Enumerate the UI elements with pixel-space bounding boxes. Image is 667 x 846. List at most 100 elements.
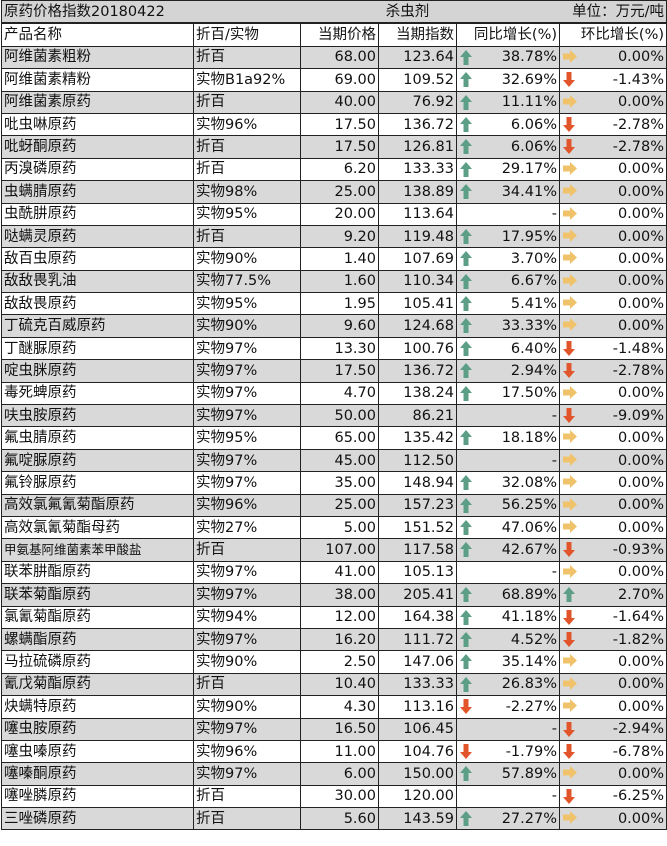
yoy-cell[interactable]: 42.67% xyxy=(456,538,560,562)
header-index[interactable]: 当期指数 xyxy=(378,22,457,47)
price-cell[interactable]: 107.00 xyxy=(300,538,379,562)
product-name[interactable]: 甲氨基阿维菌素苯甲酸盐 xyxy=(1,538,194,562)
product-name[interactable]: 高效氯氟氰菊酯原药 xyxy=(1,493,194,517)
yoy-cell[interactable]: - xyxy=(456,202,560,226)
spec-cell[interactable]: 折百 xyxy=(193,538,301,562)
mom-cell[interactable]: 0.00% xyxy=(558,381,667,406)
mom-cell[interactable]: 0.00% xyxy=(558,695,667,719)
product-name[interactable]: 氟啶脲原药 xyxy=(1,448,194,473)
product-name[interactable]: 马拉硫磷原药 xyxy=(1,650,194,674)
price-cell[interactable]: 4.70 xyxy=(300,381,379,406)
yoy-cell[interactable]: - xyxy=(456,404,560,428)
index-cell[interactable]: 135.42 xyxy=(378,426,457,450)
price-cell[interactable]: 10.40 xyxy=(300,672,379,697)
yoy-cell[interactable]: 17.95% xyxy=(456,224,560,249)
price-cell[interactable]: 25.00 xyxy=(300,180,379,204)
spec-cell[interactable]: 实物97% xyxy=(193,560,301,585)
index-cell[interactable]: 150.00 xyxy=(378,762,457,786)
mom-cell[interactable]: 0.00% xyxy=(558,426,667,450)
mom-cell[interactable]: -1.82% xyxy=(558,627,667,652)
product-name[interactable]: 阿维菌素粗粉 xyxy=(1,45,194,70)
mom-cell[interactable]: 0.00% xyxy=(558,471,667,495)
yoy-cell[interactable]: - xyxy=(456,717,560,741)
mom-cell[interactable]: 0.00% xyxy=(558,515,667,540)
mom-cell[interactable]: 0.00% xyxy=(558,224,667,249)
index-cell[interactable]: 100.76 xyxy=(378,336,457,361)
index-cell[interactable]: 133.33 xyxy=(378,672,457,697)
product-name[interactable]: 吡蚜酮原药 xyxy=(1,135,194,159)
yoy-cell[interactable]: 6.40% xyxy=(456,336,560,361)
mom-cell[interactable]: 2.70% xyxy=(558,583,667,607)
product-name[interactable]: 噻虫胺原药 xyxy=(1,717,194,741)
spec-cell[interactable]: 实物95% xyxy=(193,292,301,316)
yoy-cell[interactable]: - xyxy=(456,448,560,473)
mom-cell[interactable]: 0.00% xyxy=(558,90,667,114)
price-cell[interactable]: 41.00 xyxy=(300,560,379,585)
yoy-cell[interactable]: 38.78% xyxy=(456,45,560,70)
index-cell[interactable]: 107.69 xyxy=(378,247,457,271)
yoy-cell[interactable]: 32.08% xyxy=(456,471,560,495)
index-cell[interactable]: 138.24 xyxy=(378,381,457,406)
yoy-cell[interactable]: - xyxy=(456,784,560,809)
product-name[interactable]: 吡虫啉原药 xyxy=(1,112,194,137)
index-cell[interactable]: 113.16 xyxy=(378,695,457,719)
spec-cell[interactable]: 实物97% xyxy=(193,381,301,406)
spec-cell[interactable]: 折百 xyxy=(193,90,301,114)
mom-cell[interactable]: 0.00% xyxy=(558,493,667,517)
yoy-cell[interactable]: 47.06% xyxy=(456,515,560,540)
price-cell[interactable]: 13.30 xyxy=(300,336,379,361)
spec-cell[interactable]: 实物97% xyxy=(193,627,301,652)
mom-cell[interactable]: -1.64% xyxy=(558,605,667,629)
index-cell[interactable]: 86.21 xyxy=(378,404,457,428)
index-cell[interactable]: 111.72 xyxy=(378,627,457,652)
spec-cell[interactable]: 折百 xyxy=(193,135,301,159)
yoy-cell[interactable]: 11.11% xyxy=(456,90,560,114)
header-name[interactable]: 产品名称 xyxy=(1,22,194,47)
spec-cell[interactable]: 折百 xyxy=(193,224,301,249)
price-cell[interactable]: 12.00 xyxy=(300,605,379,629)
spec-cell[interactable]: 实物90% xyxy=(193,247,301,271)
yoy-cell[interactable]: 34.41% xyxy=(456,180,560,204)
index-cell[interactable]: 123.64 xyxy=(378,45,457,70)
spec-cell[interactable]: 实物97% xyxy=(193,717,301,741)
spec-cell[interactable]: 实物98% xyxy=(193,180,301,204)
index-cell[interactable]: 157.23 xyxy=(378,493,457,517)
index-cell[interactable]: 110.34 xyxy=(378,269,457,294)
mom-cell[interactable]: 0.00% xyxy=(558,314,667,338)
product-name[interactable]: 三唑磷原药 xyxy=(1,807,194,831)
price-cell[interactable]: 38.00 xyxy=(300,583,379,607)
index-cell[interactable]: 113.64 xyxy=(378,202,457,226)
yoy-cell[interactable]: 2.94% xyxy=(456,359,560,383)
index-cell[interactable]: 148.94 xyxy=(378,471,457,495)
mom-cell[interactable]: -9.09% xyxy=(558,404,667,428)
mom-cell[interactable]: -2.78% xyxy=(558,135,667,159)
index-cell[interactable]: 109.52 xyxy=(378,68,457,92)
price-cell[interactable]: 1.60 xyxy=(300,269,379,294)
product-name[interactable]: 氯氰菊酯原药 xyxy=(1,605,194,629)
spec-cell[interactable]: 实物B1a92% xyxy=(193,68,301,92)
product-name[interactable]: 敌敌畏乳油 xyxy=(1,269,194,294)
spec-cell[interactable]: 折百 xyxy=(193,672,301,697)
price-cell[interactable]: 50.00 xyxy=(300,404,379,428)
yoy-cell[interactable]: -2.27% xyxy=(456,695,560,719)
mom-cell[interactable]: -6.78% xyxy=(558,739,667,764)
yoy-cell[interactable]: 18.18% xyxy=(456,426,560,450)
header-price[interactable]: 当期价格 xyxy=(300,22,379,47)
spec-cell[interactable]: 实物94% xyxy=(193,605,301,629)
yoy-cell[interactable]: 56.25% xyxy=(456,493,560,517)
yoy-cell[interactable]: 32.69% xyxy=(456,68,560,92)
index-cell[interactable]: 117.58 xyxy=(378,538,457,562)
mom-cell[interactable]: 0.00% xyxy=(558,247,667,271)
product-name[interactable]: 虫酰肼原药 xyxy=(1,202,194,226)
product-name[interactable]: 啶虫脒原药 xyxy=(1,359,194,383)
product-name[interactable]: 阿维菌素精粉 xyxy=(1,68,194,92)
yoy-cell[interactable]: 57.89% xyxy=(456,762,560,786)
product-name[interactable]: 噻唑膦原药 xyxy=(1,784,194,809)
spec-cell[interactable]: 实物97% xyxy=(193,583,301,607)
spec-cell[interactable]: 实物96% xyxy=(193,739,301,764)
index-cell[interactable]: 164.38 xyxy=(378,605,457,629)
spec-cell[interactable]: 实物97% xyxy=(193,404,301,428)
price-cell[interactable]: 4.30 xyxy=(300,695,379,719)
product-name[interactable]: 联苯肼酯原药 xyxy=(1,560,194,585)
product-name[interactable]: 丙溴磷原药 xyxy=(1,157,194,182)
